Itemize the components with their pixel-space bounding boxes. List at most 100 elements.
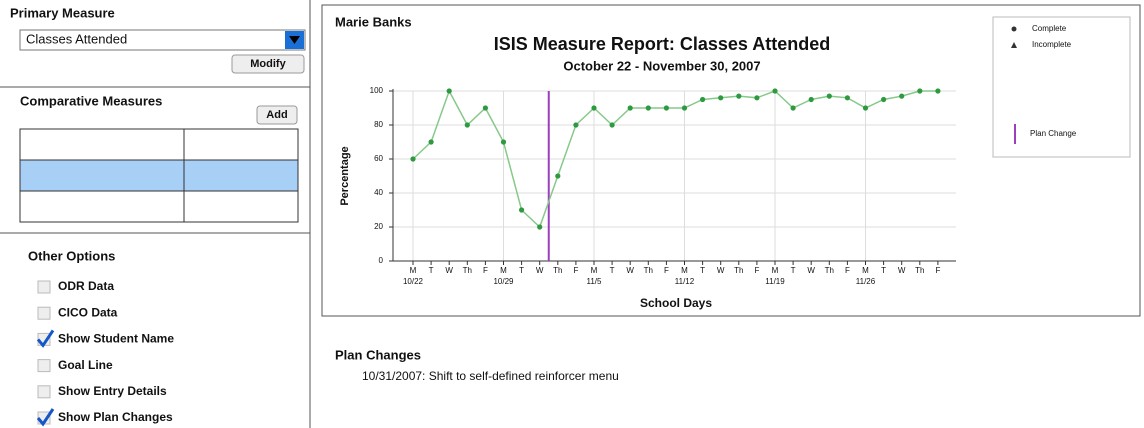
x-tick-label: T [881,266,886,275]
chart-title: ISIS Measure Report: Classes Attended [494,34,830,54]
point [645,105,651,111]
point [555,173,561,179]
point [899,93,905,99]
point [519,207,525,213]
button-label: Add [266,109,287,121]
heading: Primary Measure [10,5,115,20]
date-label: 11/26 [856,277,876,286]
x-tick-label: M [862,266,869,275]
y-tick-label: 40 [374,188,383,197]
checkmark [36,408,55,427]
x-tick-label: F [664,266,669,275]
table [19,128,299,223]
x-tick-label: Th [644,266,653,275]
heading: Plan Changes [335,347,421,362]
heading: Other Options [28,248,115,263]
x-axis-label: School Days [640,296,712,310]
x-tick-label: F [483,266,488,275]
button-label: Modify [250,58,286,70]
x-tick-label: F [935,266,940,275]
x-tick-label: F [754,266,759,275]
x-tick-label: T [610,266,615,275]
x-tick-label: W [898,266,906,275]
point [446,88,452,94]
point [826,93,832,99]
option-label: Show Plan Changes [58,410,173,424]
x-tick-label: W [807,266,815,275]
point [917,88,923,94]
point [700,96,706,103]
point [772,88,778,94]
x-tick-label: Th [463,266,472,275]
option-label: Show Entry Details [58,384,167,398]
heading: Comparative Measures [20,93,162,108]
plan-change-entry: 10/31/2007: Shift to self-defined reinfo… [362,369,619,383]
x-tick-label: W [717,266,725,275]
x-tick-label: Th [915,266,924,275]
checkmark [36,329,55,348]
line [412,89,938,229]
point [790,105,796,111]
x-tick-label: W [445,266,453,275]
x-tick-label: M [500,266,507,275]
point [627,105,633,111]
date-label: 10/29 [493,277,514,286]
option-label: ODR Data [58,279,114,293]
chart-subtitle: October 22 - November 30, 2007 [563,58,760,73]
checkbox[interactable] [37,306,51,320]
selected-row[interactable] [20,160,298,191]
point [862,105,869,111]
date-label: 11/19 [765,277,785,286]
checkbox[interactable] [37,359,51,373]
point [754,95,760,101]
point [844,95,851,101]
point [736,93,742,99]
point [537,224,543,230]
x-tick-label: T [429,266,434,275]
point [482,105,488,111]
x-tick-label: T [791,266,796,275]
x-tick-label: M [591,266,598,275]
x-tick-label: T [519,266,524,275]
point [609,122,615,128]
student-name: Marie Banks [335,14,412,29]
point [464,122,470,128]
y-tick-label: 0 [379,256,384,265]
point [428,139,434,145]
date-label: 11/5 [587,277,603,286]
point [935,88,941,94]
point [663,105,670,111]
button[interactable] [256,105,298,125]
x-tick-label: M [772,266,779,275]
checkbox[interactable] [37,280,51,294]
y-tick-label: 20 [374,222,383,231]
y-axis-label: Percentage [339,146,351,205]
arrow-icon [289,36,300,44]
point [718,95,724,101]
option-label: Goal Line [58,358,113,372]
x-tick-label: Th [734,266,743,275]
y-tick-label: 60 [374,154,383,163]
point [808,96,814,103]
point [881,96,887,103]
x-tick-label: Th [825,266,834,275]
chart-frame [321,4,1141,317]
legend-label: Plan Change [1030,129,1077,138]
point [500,139,507,145]
date-label: 10/22 [403,277,424,286]
point [591,105,597,111]
option-label: Show Student Name [58,332,174,346]
point [573,122,579,128]
x-tick-label: F [573,266,578,275]
legend-marker [1011,26,1017,32]
x-tick-label: Th [553,266,562,275]
y-tick-label: 80 [374,120,383,129]
legend-label: Complete [1032,24,1067,33]
date-label: 11/12 [675,277,695,286]
button[interactable] [231,54,305,74]
select[interactable] [19,29,306,51]
x-tick-label: M [410,266,417,275]
point [681,105,688,111]
y-tick-label: 100 [370,86,384,95]
checkbox[interactable] [37,385,51,399]
